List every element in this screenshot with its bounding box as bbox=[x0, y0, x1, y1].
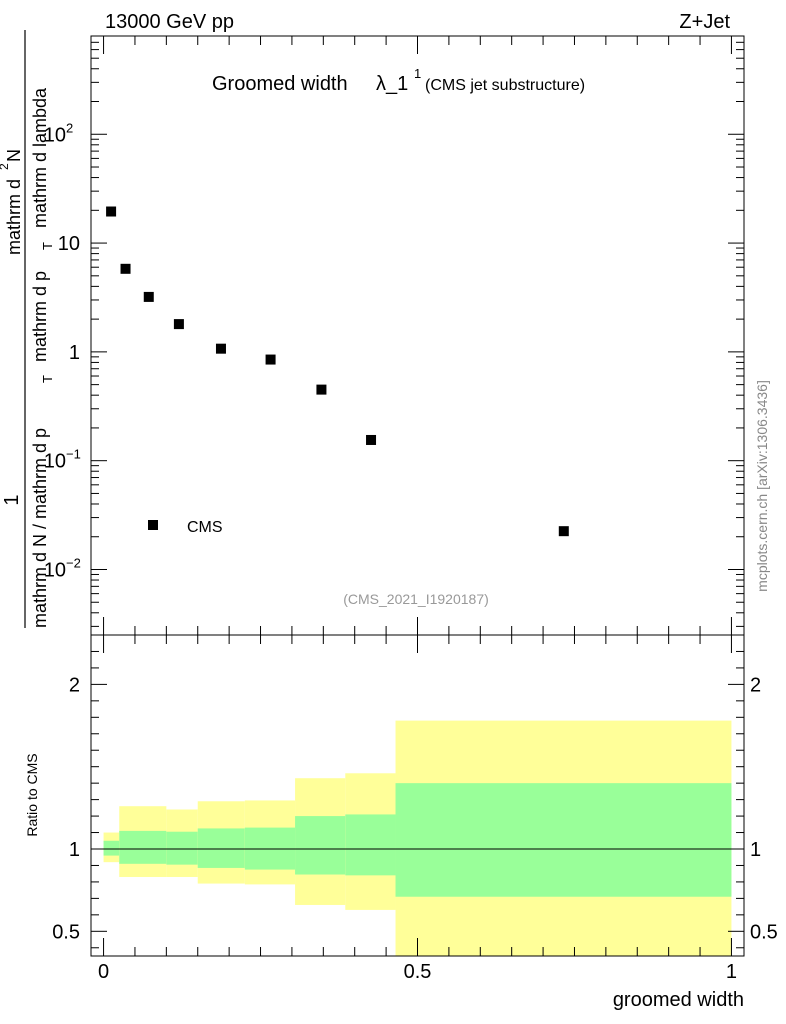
y-tick-label: 10 bbox=[58, 233, 80, 255]
data-point bbox=[120, 263, 131, 274]
ratio-y-axis-label: Ratio to CMS bbox=[24, 753, 40, 836]
data-point bbox=[265, 354, 276, 365]
ylabel-denominator-two-a: mathrm d p bbox=[30, 271, 50, 362]
data-point bbox=[215, 343, 226, 354]
ylabel-denominator-sub: T bbox=[40, 375, 55, 383]
ylabel-numerator-two: mathrm d bbox=[4, 179, 24, 255]
data-point bbox=[143, 291, 154, 302]
title-main: Groomed width bbox=[212, 73, 348, 95]
ratio-inner-band bbox=[295, 816, 346, 875]
legend-label: CMS bbox=[187, 519, 223, 536]
legend-marker bbox=[148, 520, 158, 530]
ratio-y-tick-label-right: 2 bbox=[750, 674, 761, 696]
ylabel-denominator-one: mathrm d N / mathrm d p bbox=[30, 428, 50, 628]
x-axis-label: groomed width bbox=[613, 989, 744, 1011]
ratio-y-tick-label-right: 0.5 bbox=[750, 921, 778, 943]
y-tick-label-exponent: −1 bbox=[66, 447, 81, 462]
data-point bbox=[558, 526, 569, 537]
x-tick-label: 0 bbox=[98, 961, 109, 983]
main-plot-frame bbox=[90, 35, 745, 636]
ratio-axis-ticks bbox=[91, 635, 744, 956]
ratio-inner-band bbox=[395, 783, 732, 897]
title-superscript: 1 bbox=[414, 66, 421, 81]
x-tick-label: 1 bbox=[726, 961, 737, 983]
ratio-y-tick-label: 0.5 bbox=[52, 921, 80, 943]
side-label: mcplots.cern.ch [arXiv:1306.3436] bbox=[754, 380, 770, 592]
plot-title: Groomed width λ_1 1 (CMS jet substructur… bbox=[212, 66, 585, 95]
header-right: Z+Jet bbox=[679, 11, 730, 33]
y-tick-label: 10 bbox=[44, 124, 66, 146]
ratio-inner-band bbox=[103, 840, 120, 856]
main-axis-ticks bbox=[91, 35, 744, 635]
ylabel-denominator-two-b: mathrm d lambda bbox=[30, 87, 50, 228]
y-tick-label: 10 bbox=[44, 451, 66, 473]
title-sub: (CMS jet substructure) bbox=[425, 77, 585, 94]
ratio-y-tick-labels: 0.5 0.5 1 1 2 2 bbox=[52, 674, 778, 943]
data-point bbox=[366, 434, 377, 445]
data-point bbox=[106, 206, 117, 217]
ratio-inner-band bbox=[119, 830, 167, 864]
analysis-label: (CMS_2021_I1920187) bbox=[343, 591, 489, 607]
data-point bbox=[173, 319, 184, 330]
ylabel-numerator-two-super: 2 bbox=[0, 163, 11, 170]
x-tick-labels: 0 0.5 1 bbox=[98, 961, 737, 983]
ratio-inner-band bbox=[345, 814, 396, 876]
ratio-y-tick-label: 2 bbox=[69, 674, 80, 696]
y-tick-label-exponent: 2 bbox=[66, 120, 73, 135]
ratio-y-tick-label: 1 bbox=[69, 839, 80, 861]
ratio-bands bbox=[103, 720, 732, 956]
ratio-inner-band bbox=[197, 828, 245, 868]
header-left: 13000 GeV pp bbox=[105, 11, 234, 33]
ratio-y-tick-label-right: 1 bbox=[750, 839, 761, 861]
ylabel-numerator-one: 1 bbox=[1, 494, 23, 505]
y-tick-label: 10 bbox=[44, 559, 66, 581]
y-tick-label-exponent: −2 bbox=[66, 555, 81, 570]
y-tick-label: 1 bbox=[69, 342, 80, 364]
title-lambda: λ_1 bbox=[376, 73, 408, 95]
x-tick-label: 0.5 bbox=[404, 961, 432, 983]
ratio-inner-band bbox=[166, 831, 198, 865]
ylabel-numerator-two-rest: N bbox=[4, 149, 24, 162]
main-y-axis-label: 1 mathrm d N / mathrm d p T mathrm d p T… bbox=[0, 30, 55, 628]
data-markers bbox=[106, 206, 569, 537]
data-point bbox=[316, 384, 327, 395]
ylabel-denominator-two-sub: T bbox=[40, 242, 55, 250]
